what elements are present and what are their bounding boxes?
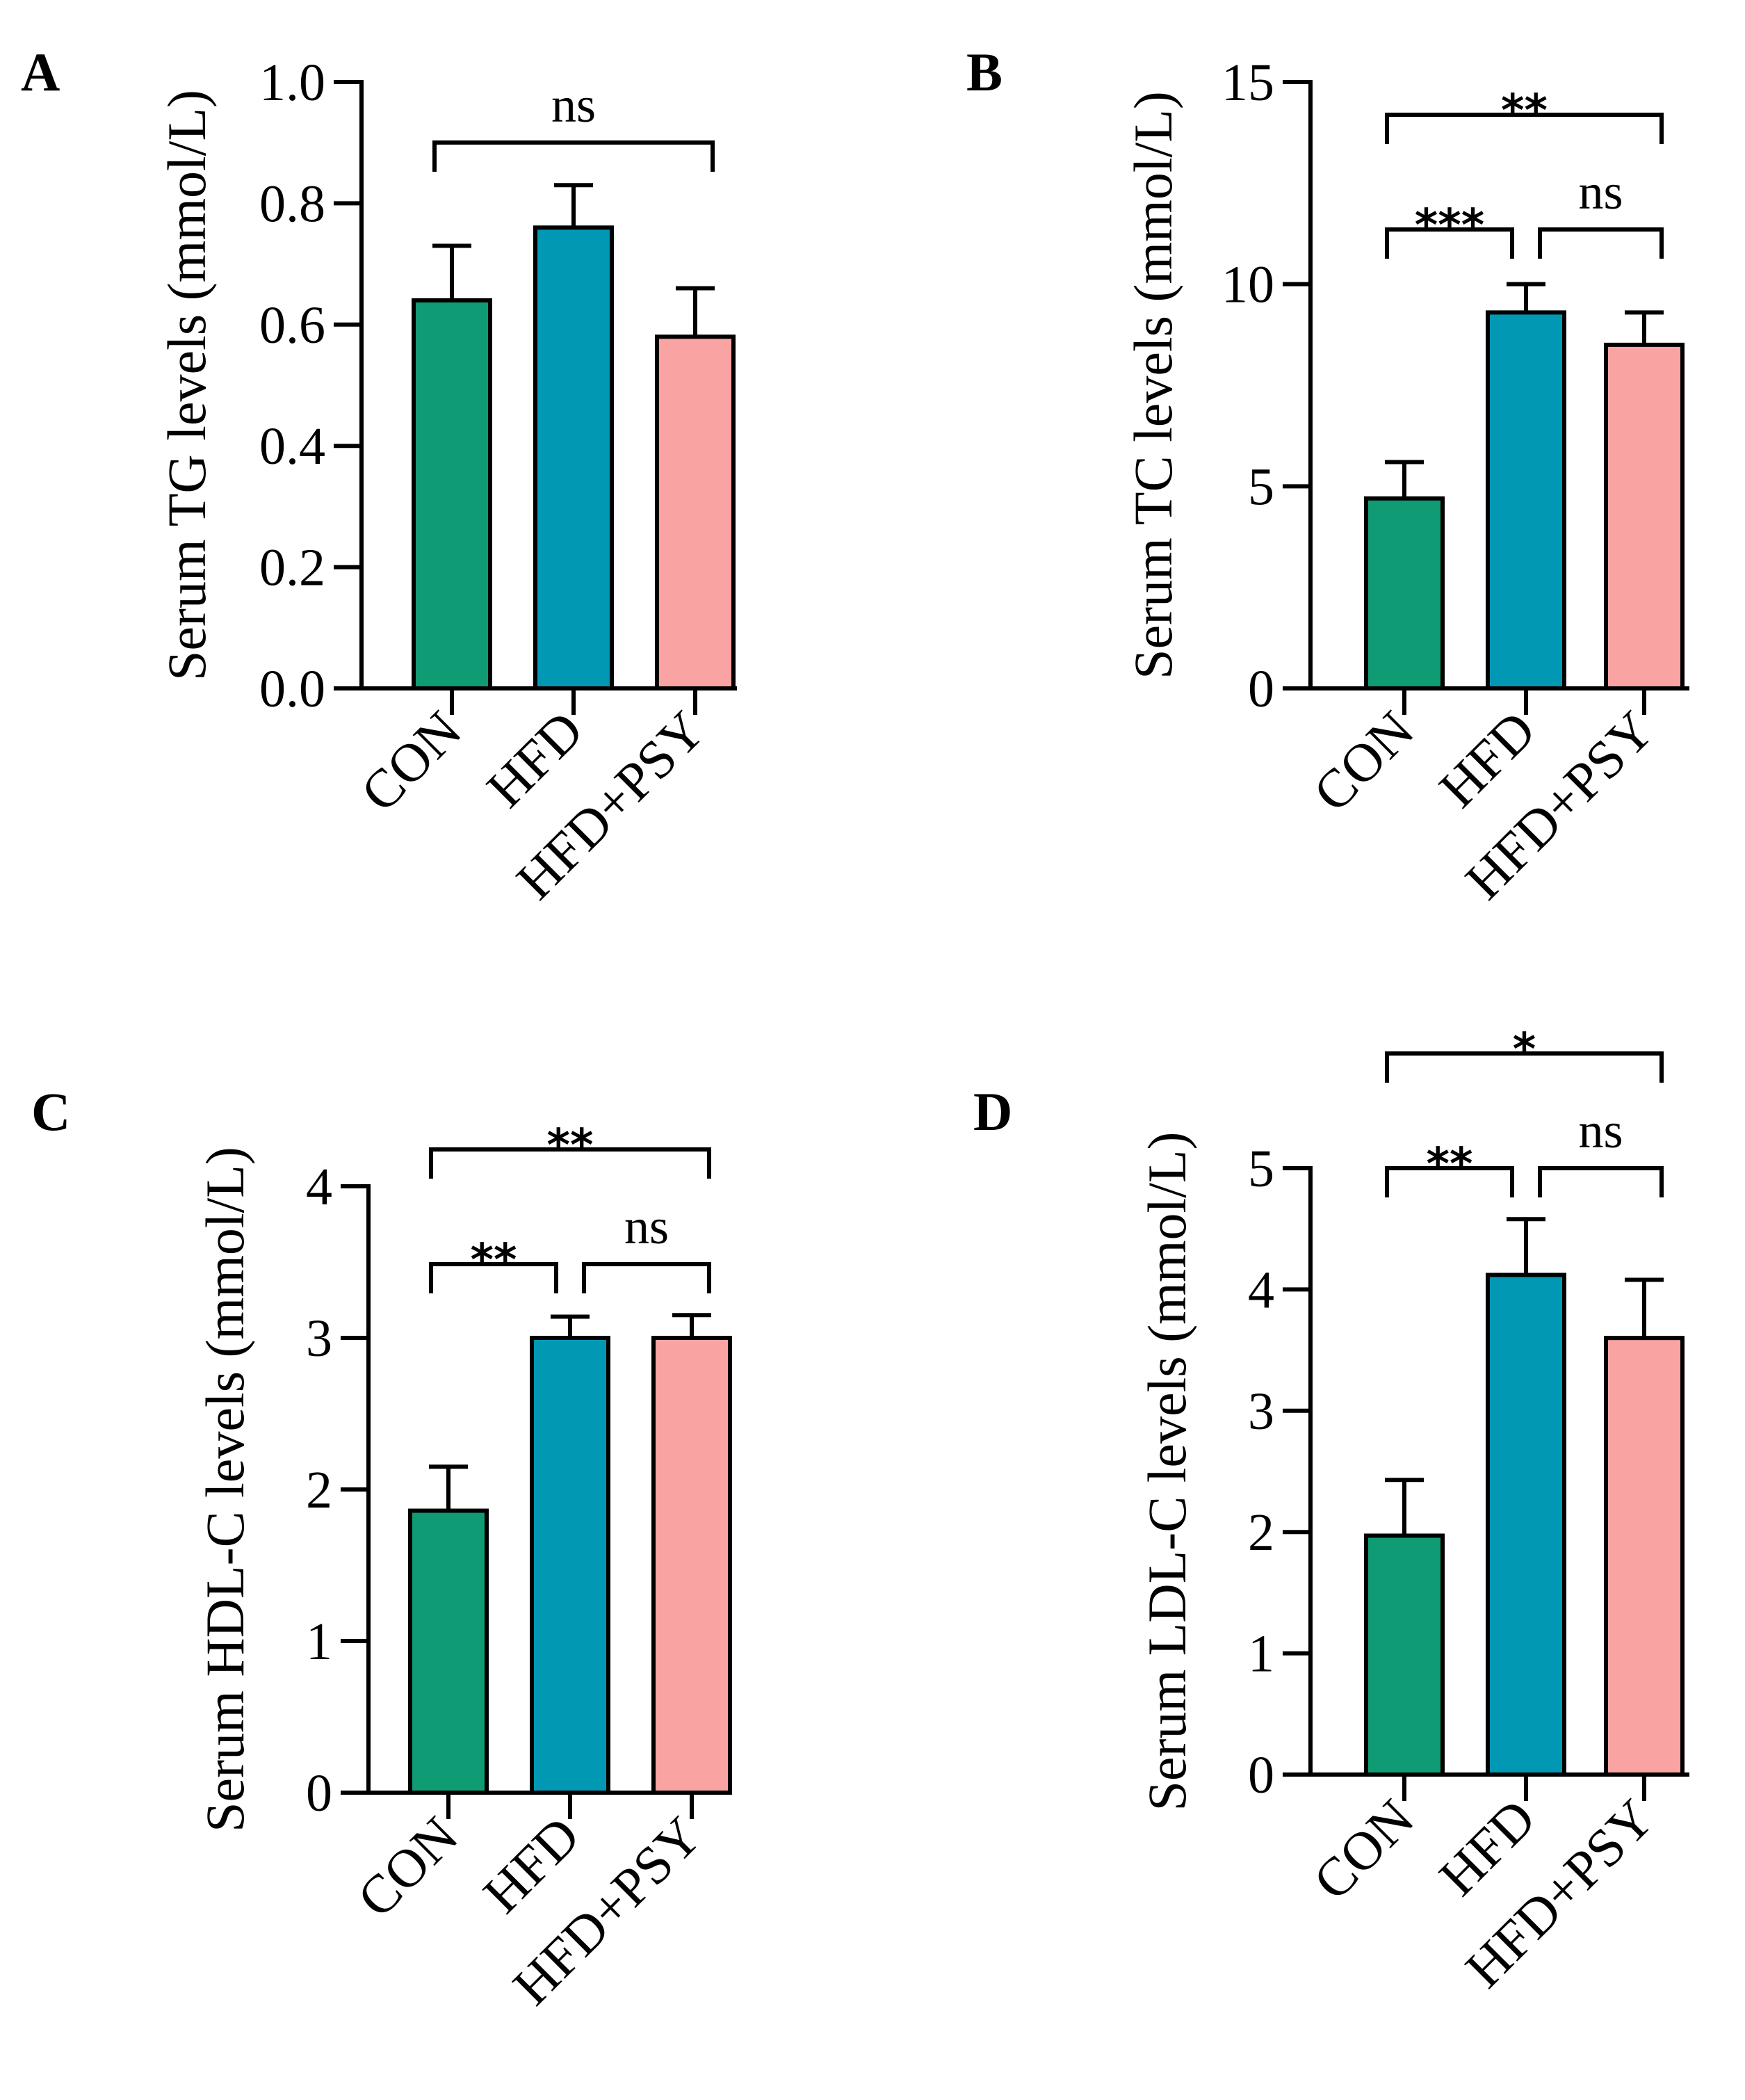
- y-tick-label: 3: [306, 1309, 332, 1368]
- bar-con: [1364, 1533, 1445, 1777]
- significance-bracket: [429, 1147, 711, 1179]
- y-tick-label: 5: [1248, 458, 1274, 516]
- bar-hfd: [1486, 1273, 1566, 1777]
- y-axis-label: Serum LDL-C levels (mmol/L): [1137, 1132, 1197, 1811]
- significance-bracket: [1385, 227, 1514, 259]
- bar-hfd: [1486, 310, 1566, 690]
- bar-hfd-psy: [655, 334, 736, 690]
- significance-label: ns: [624, 1199, 669, 1254]
- y-axis-label: Serum TG levels (mmol/L): [156, 90, 217, 681]
- y-tick-label: 1: [1248, 1625, 1274, 1683]
- y-tick-label: 10: [1222, 256, 1274, 314]
- bar-hfd-psy: [1604, 1336, 1685, 1777]
- significance-label: **: [1427, 1139, 1473, 1190]
- bar-hfd-psy: [1604, 342, 1685, 690]
- panel-letter: D: [973, 1081, 1012, 1142]
- y-tick-label: 1.0: [259, 54, 325, 112]
- bar-con: [1364, 496, 1445, 690]
- x-category-label: CON: [1301, 700, 1425, 823]
- y-tick-label: 15: [1222, 54, 1274, 112]
- significance-label: **: [547, 1120, 594, 1172]
- y-tick-label: 4: [306, 1158, 332, 1216]
- panel-letter: B: [966, 42, 1003, 102]
- y-tick-label: 0.0: [259, 660, 325, 718]
- significance-bracket: [1385, 1166, 1514, 1197]
- significance-bracket: [429, 1262, 558, 1293]
- significance-label: *: [1513, 1024, 1536, 1076]
- bar-hfd-psy: [651, 1336, 732, 1795]
- significance-bracket: [582, 1262, 711, 1293]
- y-tick-label: 4: [1248, 1261, 1274, 1319]
- significance-label: ***: [1415, 200, 1484, 252]
- significance-label: ns: [551, 77, 596, 133]
- significance-label: ns: [1578, 1103, 1623, 1158]
- y-tick-label: 5: [1248, 1140, 1274, 1198]
- significance-label: **: [471, 1235, 517, 1286]
- significance-label: ns: [1578, 164, 1623, 220]
- x-category-label: CON: [349, 700, 473, 823]
- bar-con: [412, 298, 492, 691]
- significance-bracket: [432, 140, 715, 172]
- y-tick-label: 2: [306, 1461, 332, 1519]
- x-category-label: CON: [346, 1805, 469, 1929]
- significance-bracket: [1385, 113, 1664, 144]
- y-tick-label: 2: [1248, 1503, 1274, 1562]
- y-tick-label: 0.2: [259, 539, 325, 597]
- y-tick-label: 3: [1248, 1382, 1274, 1441]
- x-category-label: CON: [1301, 1788, 1425, 1912]
- panel-A: A 0.0 0.2 0.4 0.6 0.8 1.0 Serum TG levels (mmol…: [21, 42, 737, 911]
- y-axis-label: Serum TC levels (mmol/L): [1123, 91, 1183, 679]
- y-tick-label: 0: [1248, 1746, 1274, 1804]
- y-tick-label: 0.8: [259, 175, 325, 233]
- y-tick-label: 0.4: [259, 417, 325, 476]
- significance-bracket: [1385, 1051, 1664, 1083]
- panel-letter: C: [31, 1081, 70, 1142]
- y-tick-label: 0.6: [259, 296, 325, 355]
- significance-bracket: [1538, 1166, 1664, 1197]
- y-tick-label: 0: [306, 1764, 332, 1823]
- panel-letter: A: [21, 42, 60, 102]
- bar-con: [408, 1508, 489, 1795]
- bar-hfd: [530, 1336, 610, 1795]
- y-tick-label: 1: [306, 1613, 332, 1671]
- significance-bracket: [1538, 227, 1664, 259]
- y-tick-label: 0: [1248, 660, 1274, 718]
- significance-label: **: [1501, 86, 1548, 137]
- y-axis-label: Serum HDL-C levels (mmol/L): [195, 1147, 255, 1832]
- bar-hfd: [533, 225, 614, 690]
